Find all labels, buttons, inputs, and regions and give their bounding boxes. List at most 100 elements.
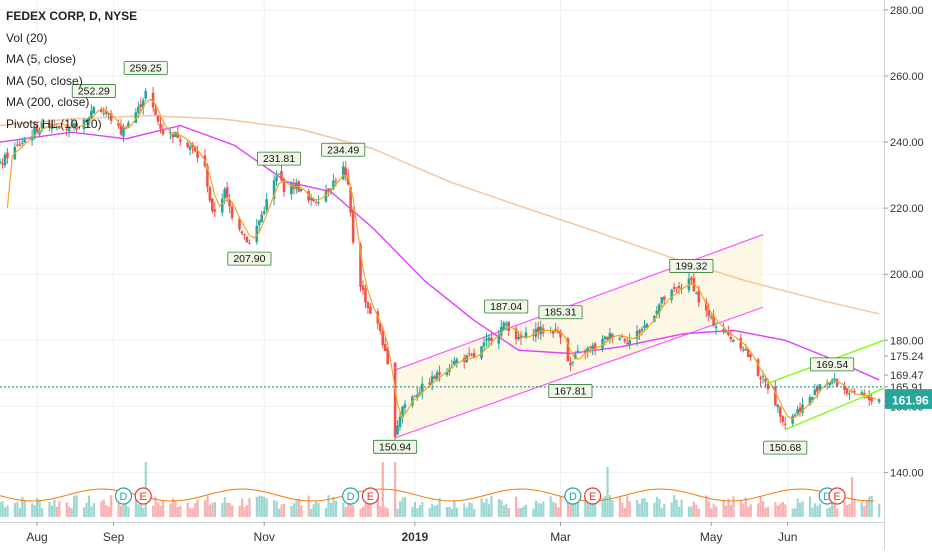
- indicator-volume[interactable]: Vol (20): [6, 30, 48, 45]
- volume-bar: [645, 501, 649, 517]
- indicator-ma50[interactable]: MA (50, close): [6, 73, 83, 88]
- candle-body: [487, 337, 491, 341]
- event-circle: [114, 487, 133, 505]
- candle-body: [485, 339, 488, 341]
- event-letter: E: [367, 491, 374, 503]
- volume-bar: [445, 507, 449, 517]
- candle-body: [739, 337, 743, 349]
- volume-bar: [463, 503, 466, 517]
- volume-bar: [122, 501, 125, 517]
- volume-bar: [366, 499, 370, 517]
- ma-line: [0, 114, 880, 315]
- dividend-marker[interactable]: D: [114, 487, 133, 505]
- volume-bar: [263, 496, 266, 517]
- candle-body: [727, 332, 730, 335]
- candle-body: [714, 326, 718, 329]
- y-tick-label: 180.00: [890, 335, 924, 347]
- pivot-label-high: 169.54: [810, 357, 855, 372]
- volume-bar: [658, 498, 661, 517]
- candle-body: [455, 359, 459, 363]
- volume-bar: [117, 502, 120, 517]
- volume-bar: [265, 498, 268, 517]
- event-circle: [828, 487, 846, 505]
- event-letter: E: [589, 491, 596, 503]
- volume-bar: [324, 507, 328, 517]
- candle-body: [248, 243, 251, 245]
- pivot-label-text: 207.90: [233, 253, 265, 265]
- volume-bar: [421, 502, 424, 517]
- candle-body: [722, 329, 725, 333]
- pivot-label-text: 259.25: [130, 62, 162, 74]
- volume-bar: [85, 502, 88, 517]
- candle-body: [90, 110, 93, 119]
- volume-bar: [438, 497, 441, 517]
- candle-body: [6, 152, 9, 159]
- volume-bar: [231, 505, 234, 517]
- pivot-label-text: 167.81: [554, 386, 586, 398]
- candle-body: [877, 399, 881, 402]
- symbol-title[interactable]: FEDEX CORP, D, NYSE: [6, 9, 138, 23]
- volume-bar: [828, 507, 831, 517]
- indicator-ma5[interactable]: MA (5, close): [6, 52, 77, 66]
- pivot-label-high: 252.29: [71, 84, 116, 98]
- volume-bar: [643, 498, 646, 517]
- volume-bar: [53, 499, 56, 517]
- candle-body: [178, 139, 182, 142]
- dividend-marker[interactable]: D: [342, 487, 360, 505]
- volume-bar: [73, 495, 76, 517]
- volume-bar: [137, 504, 140, 517]
- volume-bar: [707, 501, 710, 517]
- volume-bar: [13, 502, 17, 517]
- volume-bar: [611, 500, 614, 517]
- candle-body: [359, 244, 362, 287]
- x-tick-label: Sep: [103, 530, 125, 544]
- candle-body: [781, 416, 785, 423]
- candle-body: [766, 383, 770, 390]
- candle-body: [418, 392, 422, 395]
- candle-body: [499, 327, 503, 336]
- candle-body: [783, 423, 787, 425]
- volume-bar: [87, 495, 91, 517]
- volume-bar: [520, 508, 523, 517]
- candle-body: [282, 179, 286, 192]
- pivot-label-box: [484, 299, 529, 314]
- dividend-marker[interactable]: D: [564, 487, 582, 505]
- volume-bar: [517, 507, 520, 517]
- candle-body: [480, 346, 483, 359]
- prev-close-badge: 161.96: [885, 390, 932, 409]
- x-tick-label: Mar: [550, 530, 571, 544]
- volume-bar: [465, 507, 468, 517]
- candle-body: [257, 220, 261, 226]
- earnings-marker[interactable]: E: [584, 487, 602, 505]
- candle-body: [92, 106, 96, 114]
- earnings-marker[interactable]: E: [828, 487, 846, 505]
- candle-body: [796, 409, 799, 414]
- candle-body: [583, 350, 587, 353]
- pivot-label-box: [810, 357, 855, 372]
- candle-body: [618, 338, 622, 340]
- earnings-marker[interactable]: E: [134, 487, 152, 505]
- volume-bar: [626, 495, 629, 517]
- volume-bar: [732, 496, 735, 517]
- pivot-label-text: 185.31: [544, 307, 576, 319]
- volume-bar: [0, 502, 2, 517]
- volume-bar: [636, 499, 639, 517]
- candle-body: [23, 139, 26, 143]
- indicator-pivots[interactable]: Pivots HL (10, 10): [6, 116, 102, 131]
- candle-body: [144, 90, 147, 99]
- indicator-ma200[interactable]: MA (200, close): [6, 95, 90, 109]
- volume-bar: [801, 501, 804, 517]
- volume-bar: [75, 495, 78, 517]
- volume-bar: [747, 506, 750, 517]
- earnings-marker[interactable]: E: [361, 487, 379, 505]
- candle-body: [1, 163, 4, 165]
- event-circle: [584, 487, 602, 505]
- candle-body: [507, 321, 510, 332]
- volume-bar: [848, 504, 851, 517]
- volume-bar: [663, 503, 666, 517]
- volume-bar: [376, 496, 379, 517]
- pivot-label-text: 252.29: [78, 85, 110, 97]
- candle-body: [351, 210, 355, 243]
